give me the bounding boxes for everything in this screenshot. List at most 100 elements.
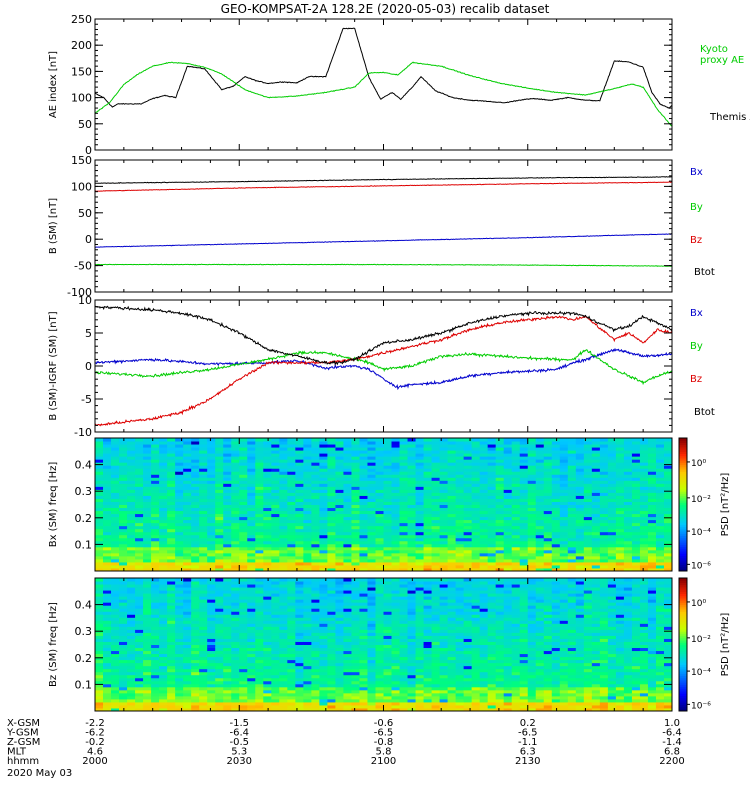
spectrogram-cell	[287, 462, 296, 466]
spectrogram-cell	[359, 459, 368, 463]
spectrogram-cell	[536, 559, 545, 563]
spectrogram-cell	[143, 605, 152, 609]
spectrogram-cell	[664, 538, 673, 542]
spectrogram-cell	[520, 562, 529, 566]
spectrogram-cell	[287, 648, 296, 652]
spectrogram-cell	[528, 565, 537, 569]
spectrogram-cell	[287, 623, 296, 627]
spectrogram-cell	[504, 492, 513, 496]
spectrogram-cell	[552, 459, 561, 463]
spectrogram-cell	[95, 456, 104, 460]
spectrogram-cell	[624, 517, 633, 521]
spectrogram-cell	[520, 444, 529, 448]
spectrogram-cell	[536, 535, 545, 539]
spectrogram-cell	[231, 593, 240, 597]
spectrogram-cell	[343, 453, 352, 457]
spectrogram-cell	[223, 684, 232, 688]
spectrogram-cell	[175, 517, 184, 521]
spectrogram-cell	[279, 687, 288, 691]
spectrogram-cell	[424, 535, 433, 539]
spectrogram-cell	[343, 474, 352, 478]
spectrogram-cell	[255, 520, 264, 524]
spectrogram-cell	[207, 556, 216, 560]
spectrogram-cell	[528, 465, 537, 469]
spectrogram-cell	[295, 675, 304, 679]
spectrogram-cell	[640, 501, 649, 505]
spectrogram-cell	[536, 556, 545, 560]
spectrogram-cell	[143, 526, 152, 530]
spectrogram-cell	[311, 447, 320, 451]
spectrogram-cell	[319, 629, 328, 633]
spectrogram-cell	[616, 511, 625, 515]
spectrogram-cell	[600, 544, 609, 548]
spectrogram-cell	[359, 529, 368, 533]
spectrogram-cell	[640, 486, 649, 490]
spectrogram-cell	[327, 696, 336, 700]
spectrogram-cell	[359, 462, 368, 466]
spectrogram-cell	[287, 684, 296, 688]
spectrogram-cell	[640, 477, 649, 481]
spectrogram-cell	[496, 501, 505, 505]
spectrogram-cell	[424, 544, 433, 548]
spectrogram-cell	[464, 508, 473, 512]
spectrogram-cell	[103, 511, 112, 515]
spectrogram-cell	[175, 562, 184, 566]
spectrogram-cell	[191, 614, 200, 618]
spectrogram-cell	[207, 608, 216, 612]
spectrogram-cell	[608, 468, 617, 472]
spectrogram-cell	[456, 520, 465, 524]
spectrogram-cell	[488, 483, 497, 487]
spectrogram-cell	[632, 486, 641, 490]
spectrogram-cell	[480, 447, 489, 451]
spectrogram-cell	[295, 483, 304, 487]
spectrogram-cell	[375, 553, 384, 557]
spectrogram-cell	[119, 657, 128, 661]
spectrogram-cell	[95, 447, 104, 451]
spectrogram-cell	[215, 459, 224, 463]
spectrogram-cell	[127, 617, 136, 621]
spectrogram-cell	[584, 514, 593, 518]
spectrogram-cell	[119, 648, 128, 652]
spectrogram-cell	[560, 523, 569, 527]
spectrogram-cell	[592, 535, 601, 539]
spectrogram-cell	[119, 641, 128, 645]
spectrogram-cell	[327, 669, 336, 673]
spectrogram-cell	[231, 693, 240, 697]
spectrogram-cell	[648, 492, 657, 496]
spectrogram-cell	[215, 672, 224, 676]
spectrogram-cell	[151, 666, 160, 670]
spectrogram-cell	[175, 523, 184, 527]
spectrogram-cell	[279, 660, 288, 664]
spectrogram-cell	[119, 593, 128, 597]
spectrogram-cell	[175, 681, 184, 685]
spectrogram-cell	[215, 584, 224, 588]
spectrogram-cell	[335, 529, 344, 533]
spectrogram-cell	[424, 501, 433, 505]
spectrogram-cell	[303, 593, 312, 597]
spectrogram-cell	[175, 547, 184, 551]
spectrogram-cell	[648, 535, 657, 539]
spectrogram-cell	[247, 465, 256, 469]
spectrogram-cell	[215, 635, 224, 639]
spectrogram-cell	[504, 547, 513, 551]
spectrogram-cell	[311, 587, 320, 591]
spectrogram-cell	[159, 590, 168, 594]
spectrogram-cell	[504, 489, 513, 493]
spectrogram-cell	[103, 492, 112, 496]
spectrogram-cell	[295, 444, 304, 448]
spectrogram-cell	[175, 514, 184, 518]
spectrogram-cell	[303, 705, 312, 709]
spectrogram-cell	[375, 508, 384, 512]
spectrogram-cell	[175, 465, 184, 469]
spectrogram-cell	[488, 523, 497, 527]
spectrogram-cell	[464, 438, 473, 442]
spectrogram-cell	[592, 438, 601, 442]
spectrogram-cell	[327, 581, 336, 585]
spectrogram-cell	[528, 550, 537, 554]
spectrogram-cell	[255, 483, 264, 487]
spectrogram-cell	[311, 544, 320, 548]
spectrogram-cell	[584, 556, 593, 560]
spectrogram-cell	[279, 456, 288, 460]
spectrogram-cell	[335, 641, 344, 645]
spectrogram-cell	[416, 450, 425, 454]
